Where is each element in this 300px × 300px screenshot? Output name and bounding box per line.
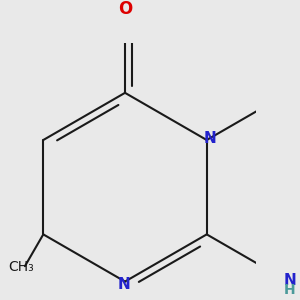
Text: N: N (284, 273, 296, 288)
Text: CH₃: CH₃ (8, 260, 34, 274)
Text: N: N (204, 131, 217, 146)
Text: O: O (118, 0, 132, 18)
Text: H: H (284, 283, 296, 297)
Text: N: N (117, 277, 130, 292)
